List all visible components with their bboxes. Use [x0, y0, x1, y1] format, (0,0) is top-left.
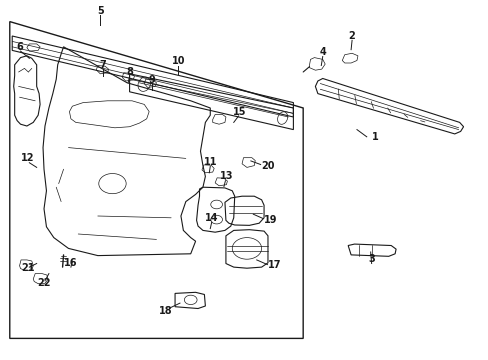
Text: 10: 10 — [171, 56, 185, 66]
Text: 20: 20 — [261, 161, 275, 171]
Text: 21: 21 — [21, 263, 35, 273]
Text: 4: 4 — [319, 47, 325, 57]
Text: 3: 3 — [367, 254, 374, 264]
Text: 13: 13 — [219, 171, 233, 181]
Text: 15: 15 — [232, 107, 246, 117]
Text: 9: 9 — [148, 75, 155, 85]
Text: 17: 17 — [267, 260, 281, 270]
Text: 16: 16 — [64, 258, 78, 268]
Text: 18: 18 — [158, 306, 172, 316]
Text: 1: 1 — [371, 132, 378, 142]
Text: 11: 11 — [203, 157, 217, 167]
Text: 12: 12 — [21, 153, 35, 163]
Text: 22: 22 — [37, 278, 51, 288]
Text: 7: 7 — [99, 60, 106, 70]
Text: 5: 5 — [97, 6, 103, 16]
Text: 8: 8 — [126, 67, 133, 77]
Text: 2: 2 — [348, 31, 355, 41]
Text: 14: 14 — [204, 213, 218, 223]
Text: 19: 19 — [264, 215, 277, 225]
Text: 6: 6 — [16, 42, 23, 52]
